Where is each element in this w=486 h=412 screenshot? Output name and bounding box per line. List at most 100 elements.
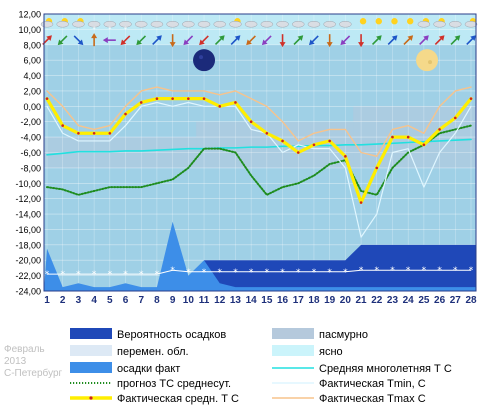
x-tick-label: 17 (293, 295, 305, 306)
tmean-point (218, 105, 222, 108)
arrow-head (358, 42, 365, 48)
snow-marker: * (343, 268, 348, 278)
x-tick-label: 5 (107, 295, 113, 306)
wind-arrow-icon (152, 35, 162, 45)
snow-marker: * (233, 268, 238, 278)
legend-label: перемен. обл. (117, 346, 189, 358)
tmean-point (438, 128, 441, 131)
wind-arrow-icon (403, 35, 414, 45)
cloud-icon (182, 20, 195, 28)
legend-label: прогноз ТС среднесут. (117, 378, 231, 390)
series-line-tmin (46, 101, 472, 238)
legend-label: Вероятность осадков (117, 329, 226, 341)
tmean-point (139, 101, 143, 104)
x-tick-label: 25 (418, 295, 430, 306)
cloud-shape (464, 20, 478, 28)
y-tick-label: 12,00 (18, 10, 41, 20)
arrow-head (234, 35, 241, 41)
x-tick-label: 16 (277, 295, 289, 306)
arrow-head (219, 35, 225, 41)
arrow-head (423, 35, 429, 41)
x-tick-label: 11 (199, 295, 210, 306)
cloud-icon (323, 20, 336, 28)
wind-arrow-icon (450, 35, 461, 45)
cloud-icon (150, 20, 164, 28)
snow-marker: * (76, 270, 81, 280)
wind-arrow-icon (199, 35, 209, 46)
y-tick-label: 0,00 (23, 102, 41, 112)
legend-label: осадки факт (117, 363, 180, 375)
arrow-head (199, 39, 205, 46)
y-tick-label: 8,00 (23, 40, 41, 50)
y-tick-label: -16,00 (15, 225, 41, 235)
snowflake: * (108, 26, 111, 33)
axes: 12,00 10,00 8,00 6,00 4,00 2,00 0,00 -2,00 -4,00… (15, 10, 477, 307)
tmean-point (265, 131, 269, 135)
snow-marker: * (45, 270, 50, 280)
precip-probability-area (44, 244, 476, 291)
cloud-shape (56, 20, 69, 28)
legend-label: Фактическая Tmin, C (319, 378, 426, 390)
snow-line (47, 269, 471, 275)
y-tick-label: -6,00 (20, 148, 41, 158)
x-tick-label: 18 (308, 295, 320, 306)
tmean-point (312, 143, 316, 147)
cloud-shape (182, 20, 195, 28)
cloud-shape (339, 20, 352, 28)
sun-icon (359, 18, 367, 25)
snowflake: * (124, 26, 127, 33)
tmean-point (375, 166, 379, 170)
x-tick-label: 2 (60, 295, 66, 306)
legend-label: ясно (319, 346, 343, 358)
snow-marker: * (60, 270, 65, 280)
wind-arrow-icon (309, 35, 319, 46)
cloud-icon (339, 20, 352, 28)
wind-arrow-icon (261, 35, 272, 46)
cloud-shape (197, 20, 211, 28)
cloud-shape (276, 20, 289, 28)
legend-swatch (272, 345, 314, 356)
city-label: С-Петербург (4, 368, 63, 379)
full-moon-icon (416, 49, 439, 72)
cloud-shape (40, 20, 54, 28)
legend-swatch (70, 328, 112, 339)
x-tick-label: 1 (44, 295, 50, 306)
wind-arrow-icon (293, 35, 304, 45)
y-tick-label: -14,00 (15, 210, 41, 220)
legend-label: Фактическая Tmax C (319, 393, 426, 405)
x-tick-label: 26 (434, 295, 446, 306)
wind-arrow-icon (387, 35, 398, 45)
tmean-point (453, 116, 457, 120)
plot-area: * * * * * * * * * * * * * * * * * * * * * * * * * * * * * * * (40, 13, 478, 292)
cloud-icon (166, 20, 179, 28)
x-tick-label: 15 (261, 295, 273, 306)
x-tick-label: 22 (371, 295, 383, 306)
wind-arrow-icon (214, 35, 225, 45)
cloud-icon (213, 20, 226, 28)
snow-marker: * (359, 266, 364, 276)
wind-arrow-icon (340, 35, 351, 46)
x-tick-label: 10 (183, 295, 195, 306)
tmean-point (234, 101, 237, 104)
wind-arrow-icon (246, 35, 256, 46)
series-line-forecast (46, 124, 472, 196)
month-label: Февраль (4, 344, 45, 355)
x-tick-label: 14 (246, 295, 258, 306)
arrow-head (340, 39, 347, 46)
snow-marker: * (108, 270, 113, 280)
snow-marker: * (296, 268, 301, 278)
arrow-head (391, 35, 398, 41)
arrow-head (470, 35, 476, 41)
cloud-shape (307, 20, 321, 28)
tmean-point (77, 131, 80, 135)
tmean-point (92, 131, 96, 135)
legend-label: Средняя многолетняя Т С (319, 363, 452, 375)
arrow-head (183, 39, 190, 46)
cloud-shape (103, 20, 117, 28)
arrow-head (136, 39, 142, 46)
cloud-sun-icon (229, 18, 242, 28)
series-line-tmean (45, 97, 473, 205)
tmean-point (108, 131, 112, 135)
arrow-head (309, 39, 315, 46)
arrow-head (169, 42, 176, 48)
